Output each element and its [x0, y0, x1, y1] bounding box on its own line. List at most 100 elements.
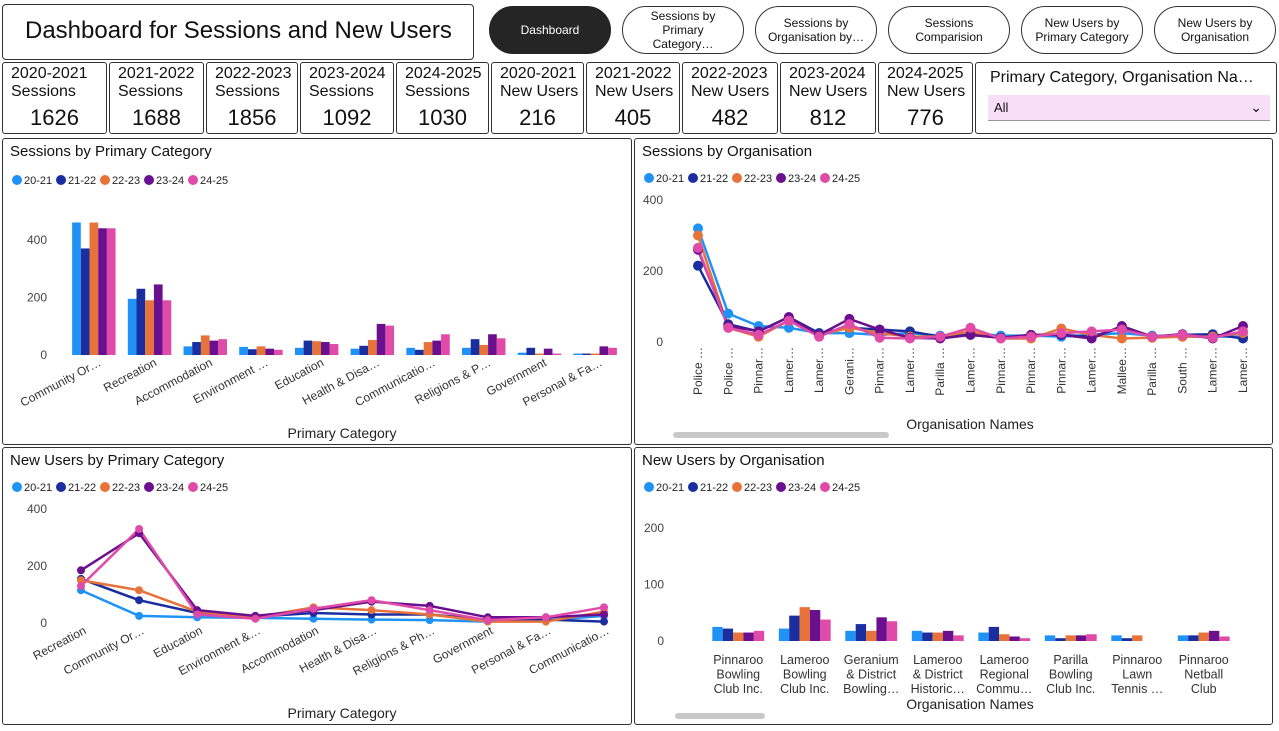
legend-marker-21-22[interactable]	[56, 482, 66, 492]
bar-22-23-lameroo-bowling-club-inc[interactable]	[799, 607, 810, 641]
bar-21-22-pinnaroo-bowling-club-inc[interactable]	[722, 628, 734, 641]
bar-23-24-accommodation[interactable]	[209, 340, 219, 355]
bar-22-23-community-or[interactable]	[89, 222, 99, 355]
point-24-25-10[interactable]	[995, 333, 1006, 344]
bar-24-25-personal-fa[interactable]	[608, 347, 617, 355]
chevron-down-icon[interactable]: ⌄	[1250, 99, 1262, 115]
bar-20-21-geranium-district-bowling[interactable]	[845, 630, 856, 641]
bar-23-24-environment[interactable]	[265, 348, 274, 355]
point-24-25-17[interactable]	[1207, 332, 1218, 343]
bar-20-21-education[interactable]	[294, 347, 304, 355]
legend-marker-20-21[interactable]	[12, 175, 22, 185]
point-22-23-5[interactable]	[367, 606, 376, 615]
bar-22-23-government[interactable]	[535, 353, 544, 355]
legend-marker-21-22[interactable]	[688, 173, 698, 183]
legend-marker-22-23[interactable]	[100, 175, 110, 185]
bar-21-22-lameroo-regional-commu[interactable]	[988, 626, 1000, 641]
point-24-25-13[interactable]	[1086, 326, 1097, 337]
legend-label-22-23[interactable]: 22-23	[744, 173, 772, 185]
bar-24-25-accommodation[interactable]	[218, 339, 227, 355]
bar-24-25-lameroo-bowling-club-inc[interactable]	[820, 619, 831, 641]
legend-label-24-25[interactable]: 24-25	[832, 173, 860, 185]
bar-20-21-accommodation[interactable]	[183, 346, 193, 355]
legend-label-20-21[interactable]: 20-21	[24, 175, 52, 187]
point-20-21-0[interactable]	[693, 223, 703, 234]
nav-dashboard-button[interactable]: Dashboard	[489, 6, 611, 54]
bar-24-25-pinnaroo-bowling-club-inc[interactable]	[753, 630, 765, 641]
legend-label-20-21[interactable]: 20-21	[656, 173, 684, 185]
bar-21-22-government[interactable]	[526, 347, 536, 355]
legend-label-21-22[interactable]: 21-22	[68, 482, 96, 494]
legend-marker-20-21[interactable]	[644, 173, 654, 183]
bar-22-23-religions-p[interactable]	[479, 344, 489, 355]
bar-20-21-lameroo-bowling-club-inc[interactable]	[778, 628, 790, 641]
point-24-25-6[interactable]	[874, 332, 885, 343]
point-23-24-9[interactable]	[600, 610, 608, 619]
point-22-23-14[interactable]	[1116, 333, 1127, 344]
legend-label-22-23[interactable]: 22-23	[112, 175, 140, 187]
nav-new-users-by-category-button[interactable]: New Users by Primary Category	[1021, 6, 1143, 54]
bar-23-24-communicatio[interactable]	[432, 340, 442, 355]
bar-24-25-recreation[interactable]	[162, 300, 172, 355]
point-23-24-9[interactable]	[965, 329, 976, 340]
bar-23-24-religions-p[interactable]	[488, 334, 497, 355]
point-23-24-6[interactable]	[874, 324, 885, 335]
legend-label-22-23[interactable]: 22-23	[112, 482, 140, 494]
bar-22-23-pinnaroo-lawn-tennis[interactable]	[1132, 635, 1143, 641]
point-23-24-13[interactable]	[1086, 333, 1097, 344]
bar-21-22-recreation[interactable]	[136, 288, 146, 355]
bar-20-21-pinnaroo-bowling-club-inc[interactable]	[712, 626, 723, 641]
point-20-21-1[interactable]	[723, 308, 734, 319]
bar-22-23-lameroo-regional-commu[interactable]	[999, 634, 1010, 641]
point-24-25-4[interactable]	[309, 604, 318, 613]
bar-21-22-pinnaroo-lawn-tennis[interactable]	[1121, 638, 1133, 641]
bar-24-25-communicatio[interactable]	[441, 334, 450, 355]
point-24-25-11[interactable]	[1026, 331, 1037, 342]
nav-sessions-comparison-button[interactable]: Sessions Comparision	[888, 6, 1010, 54]
bar-21-22-personal-fa[interactable]	[582, 353, 591, 355]
legend-label-21-22[interactable]: 21-22	[700, 482, 728, 494]
point-20-21-3[interactable]	[783, 322, 794, 333]
point-24-25-7[interactable]	[483, 616, 492, 625]
bar-22-23-pinnaroo-bowling-club-inc[interactable]	[733, 632, 744, 641]
bar-22-23-personal-fa[interactable]	[590, 353, 600, 355]
nav-new-users-by-org-button[interactable]: New Users by Organisation	[1154, 6, 1276, 54]
bar-23-24-geranium-district-bowling[interactable]	[876, 617, 887, 641]
point-23-24-0[interactable]	[77, 566, 85, 575]
legend-marker-23-24[interactable]	[776, 482, 786, 492]
legend-label-23-24[interactable]: 23-24	[156, 175, 184, 187]
point-21-22-9[interactable]	[600, 617, 608, 626]
legend-marker-24-25[interactable]	[188, 482, 198, 492]
bar-21-22-religions-p[interactable]	[470, 339, 480, 355]
bar-22-23-geranium-district-bowling[interactable]	[866, 630, 877, 641]
bar-24-25-geranium-district-bowling[interactable]	[886, 621, 898, 641]
bar-21-22-accommodation[interactable]	[192, 342, 201, 355]
bar-20-21-communicatio[interactable]	[406, 347, 416, 355]
point-24-25-4[interactable]	[814, 331, 825, 342]
legend-label-23-24[interactable]: 23-24	[788, 173, 816, 185]
point-24-25-3[interactable]	[783, 315, 794, 326]
bar-21-22-health-disa[interactable]	[359, 345, 369, 355]
legend-marker-21-22[interactable]	[56, 175, 66, 185]
point-22-23-0[interactable]	[693, 230, 703, 241]
legend-marker-23-24[interactable]	[144, 482, 154, 492]
legend-label-22-23[interactable]: 22-23	[744, 482, 772, 494]
point-24-25-9[interactable]	[600, 603, 608, 612]
bar-23-24-pinnaroo-netball-club[interactable]	[1208, 630, 1220, 641]
point-20-21-6[interactable]	[425, 616, 434, 625]
bar-21-22-environment[interactable]	[247, 349, 257, 355]
bar-21-22-parilla-bowling-club-inc[interactable]	[1055, 638, 1066, 641]
legend-marker-24-25[interactable]	[820, 482, 830, 492]
point-24-25-5[interactable]	[367, 596, 376, 605]
legend-marker-21-22[interactable]	[688, 482, 698, 492]
point-24-25-7[interactable]	[904, 333, 915, 344]
bar-24-25-parilla-bowling-club-inc[interactable]	[1086, 634, 1097, 641]
bar-24-25-lameroo-regional-commu[interactable]	[1019, 638, 1031, 641]
bar-23-24-recreation[interactable]	[153, 284, 163, 355]
bar-21-22-lameroo-bowling-club-inc[interactable]	[789, 615, 800, 641]
bar-21-22-pinnaroo-netball-club[interactable]	[1188, 635, 1199, 641]
series-line-22-23[interactable]	[80, 579, 605, 623]
legend-marker-20-21[interactable]	[12, 482, 22, 492]
bar-23-24-lameroo-regional-commu[interactable]	[1009, 636, 1020, 641]
bar-22-23-lameroo-district-historic[interactable]	[932, 632, 943, 641]
